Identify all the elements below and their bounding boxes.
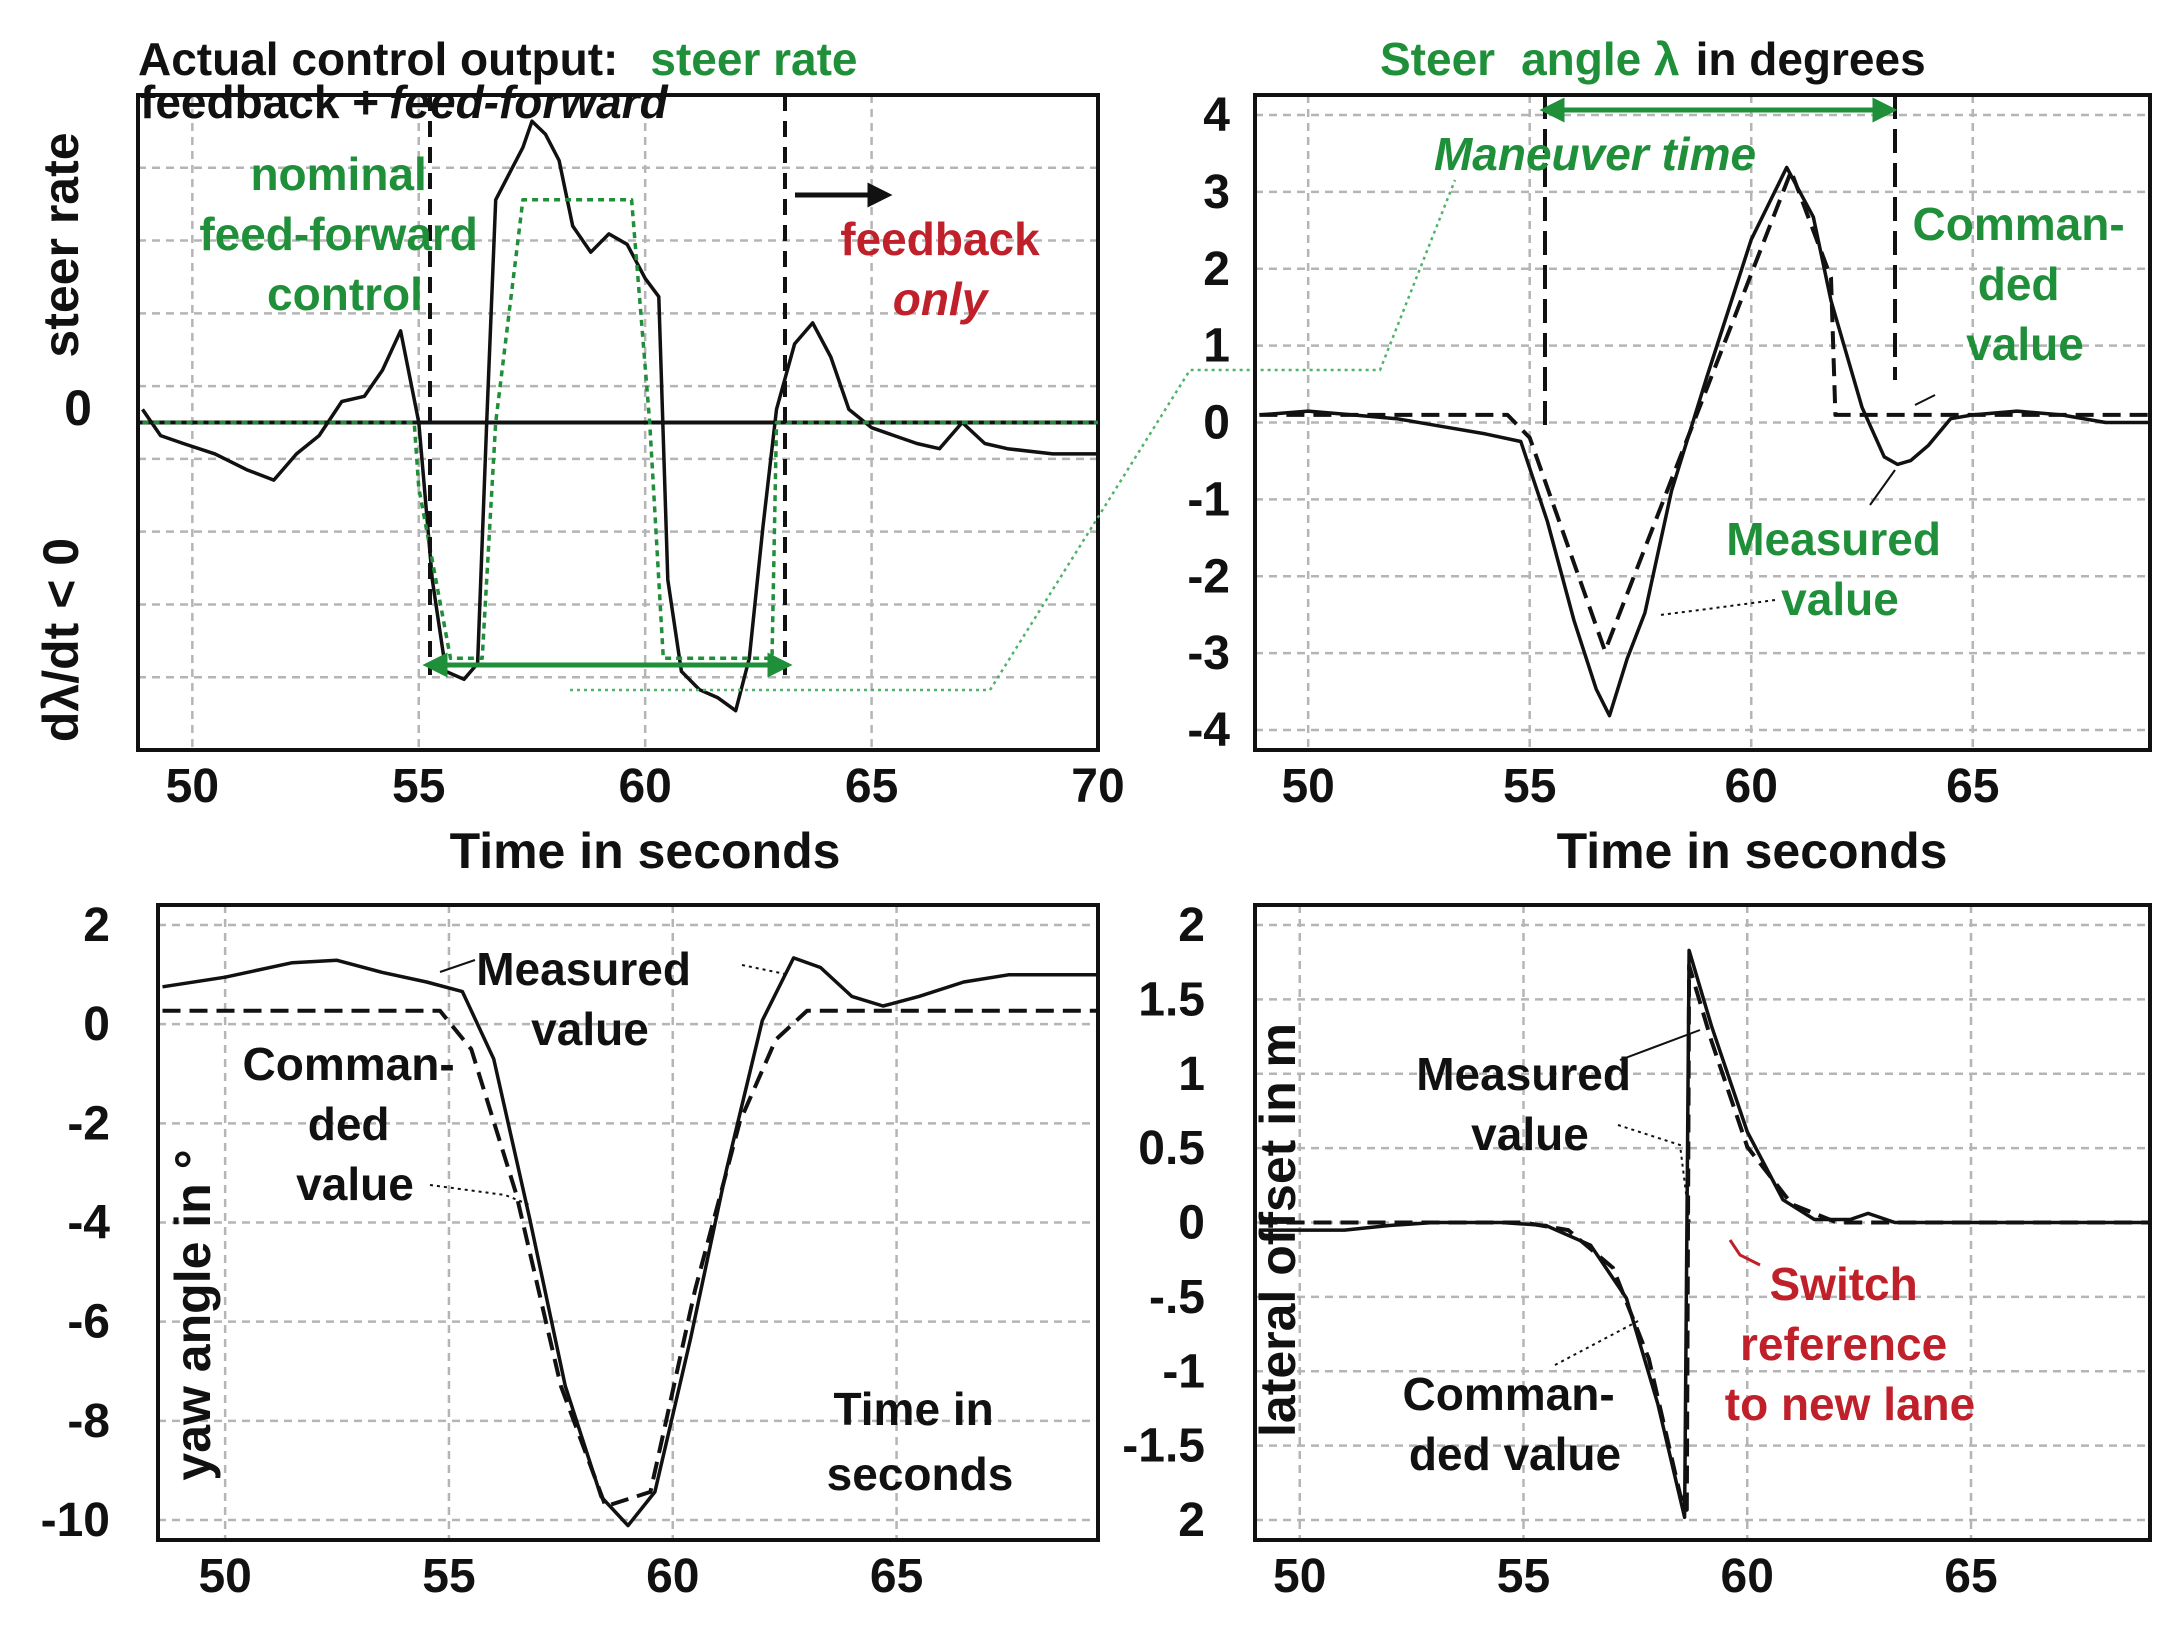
y-tick-label: -2 [67, 1097, 110, 1150]
p4-commanded-leader [1554, 1319, 1641, 1366]
p4-commanded-annotation: Comman- ded value [1403, 1368, 1628, 1480]
p2-commanded-leader [1914, 394, 1936, 406]
p3-commanded-annotation: Comman- ded value [243, 1038, 468, 1210]
p2-xlabel: Time in seconds [1557, 823, 1948, 879]
y-tick-label: -1 [1162, 1345, 1205, 1398]
p2-maneuver-time-label: Maneuver time [1434, 128, 1756, 180]
p2-measured-leader-b [1659, 599, 1776, 616]
p3-frame [156, 903, 1100, 1542]
p3-measured-leader [439, 959, 476, 973]
x-tick-label: 50 [198, 1550, 251, 1603]
x-tick-label: 60 [1725, 760, 1778, 813]
series-line-measured-value [1259, 948, 2150, 1520]
y-tick-label: -4 [1187, 704, 1230, 757]
y-tick-label: 2 [83, 899, 110, 952]
p4-yticks: 2 1.5 1 0.5 0 -.5 -1 -1.5 2 [1122, 899, 1205, 1547]
p3-commanded-leader [429, 1184, 531, 1206]
x-tick-label: 55 [1503, 760, 1556, 813]
p1-subtitle: feedback + feed-forward [140, 76, 669, 128]
y-tick-label: -2 [1187, 550, 1230, 603]
x-tick-label: 50 [1281, 760, 1334, 813]
p2-measured-annotation: Measured value [1726, 513, 1954, 625]
x-tick-label: 65 [845, 760, 898, 813]
x-tick-label: 50 [166, 760, 219, 813]
p2-commanded-annotation: Comman- ded value [1913, 198, 2138, 370]
y-tick-label: 1 [1178, 1048, 1205, 1101]
y-tick-label: -4 [67, 1197, 110, 1250]
x-tick-label: 50 [1273, 1550, 1326, 1603]
p3-measured-leader-b [741, 964, 791, 976]
p1-xticks: 50 55 60 65 70 [166, 760, 1125, 813]
panel-steer-rate: 50 55 60 65 70 Actual control output: steer … [33, 33, 1125, 879]
p3-time-label: Time in seconds [827, 1383, 1014, 1500]
y-tick-label: -6 [67, 1296, 110, 1349]
y-tick-label: 2 [1178, 899, 1205, 952]
y-tick-label: -3 [1187, 627, 1230, 680]
y-tick-label: -1 [1187, 473, 1230, 526]
x-tick-label: 65 [1944, 1550, 1997, 1603]
x-tick-label: 60 [618, 760, 671, 813]
p1-feedback-annotation: feedback [840, 213, 1040, 265]
panel-yaw-angle: 50 55 60 65 2 0 -2 -4 -6 -8 -10 yaw angle in ° Me… [41, 899, 1100, 1603]
p3-ylabel: yaw angle in ° [165, 1149, 221, 1480]
p3-xticks: 50 55 60 65 [198, 1550, 923, 1603]
p4-measured-annotation: Measured value [1416, 1048, 1644, 1160]
y-tick-label: 1.5 [1138, 973, 1205, 1026]
y-tick-label: 4 [1203, 89, 1230, 142]
series-line-commanded-value [1259, 963, 2150, 1512]
y-tick-label: -10 [41, 1494, 110, 1547]
p2-xticks: 50 55 60 65 [1281, 760, 1999, 813]
x-tick-label: 60 [1721, 1550, 1774, 1603]
x-tick-label: 60 [646, 1550, 699, 1603]
x-tick-label: 70 [1071, 760, 1124, 813]
panel-lateral-offset: 50 55 60 65 2 1.5 1 0.5 0 -.5 -1 -1.5 2 lateral off… [1122, 899, 2152, 1603]
p3-measured-annotation: Measured value [476, 943, 704, 1055]
y-tick-label: 1 [1203, 320, 1230, 373]
p1-only-annotation: only [893, 273, 990, 325]
series-line-measured-value [162, 956, 1098, 1528]
y-tick-label: 2 [1178, 1494, 1205, 1547]
p4-switch-annotation: Switch reference to new lane [1725, 1258, 1975, 1430]
p4-measured-leader-a [1619, 1029, 1701, 1061]
y-tick-label: 2 [1203, 243, 1230, 296]
x-tick-label: 55 [1497, 1550, 1550, 1603]
p4-series [1259, 948, 2150, 1520]
x-tick-label: 55 [392, 760, 445, 813]
p4-switch-leader [1728, 1239, 1761, 1267]
p4-ylabel: lateral offset in m [1250, 1023, 1306, 1437]
p2-grid [1255, 95, 2150, 750]
p2-yticks: 4 3 2 1 0 -1 -2 -3 -4 [1187, 89, 1230, 757]
y-tick-label: 0 [1203, 397, 1230, 450]
p1-title: Actual control output: steer rate [138, 33, 858, 85]
p1-ylabel-bottom: dλ/dt < 0 [33, 538, 89, 742]
p1-xlabel: Time in seconds [450, 823, 841, 879]
y-tick-label: -8 [67, 1395, 110, 1448]
p4-measured-leader-b [1617, 1124, 1691, 1226]
p3-yticks: 2 0 -2 -4 -6 -8 -10 [41, 899, 111, 1547]
p1-nominal-annotation: nominal feed-forward control [199, 148, 490, 320]
y-tick-label: 0.5 [1138, 1122, 1205, 1175]
p3-grid [158, 905, 1098, 1540]
p2-title: Steer angle λ in degrees [1380, 33, 1926, 85]
panel-connector [570, 179, 1457, 692]
x-tick-label: 55 [422, 1550, 475, 1603]
y-tick-label: 3 [1203, 166, 1230, 219]
p3-series [162, 956, 1098, 1528]
series-line-commanded-value [162, 1008, 1098, 1509]
y-tick-label: 0 [1178, 1197, 1205, 1250]
p2-measured-leader-a [1869, 469, 1896, 506]
series-line-measured-value [1259, 165, 2150, 718]
x-tick-label: 65 [870, 1550, 923, 1603]
p1-ylabel-top: steer rate [33, 132, 89, 357]
p2-series [1259, 165, 2150, 718]
panel-steer-angle: 50 55 60 65 4 3 2 1 0 -1 -2 -3 -4 Steer angle λ in … [1187, 33, 2152, 879]
y-tick-label: -1.5 [1122, 1420, 1205, 1473]
y-tick-label: 0 [83, 998, 110, 1051]
y-tick-label: -.5 [1149, 1271, 1205, 1324]
p4-xticks: 50 55 60 65 [1273, 1550, 1998, 1603]
p1-ylabel-zero: 0 [64, 380, 92, 436]
x-tick-label: 65 [1946, 760, 1999, 813]
p4-grid [1255, 905, 2150, 1540]
